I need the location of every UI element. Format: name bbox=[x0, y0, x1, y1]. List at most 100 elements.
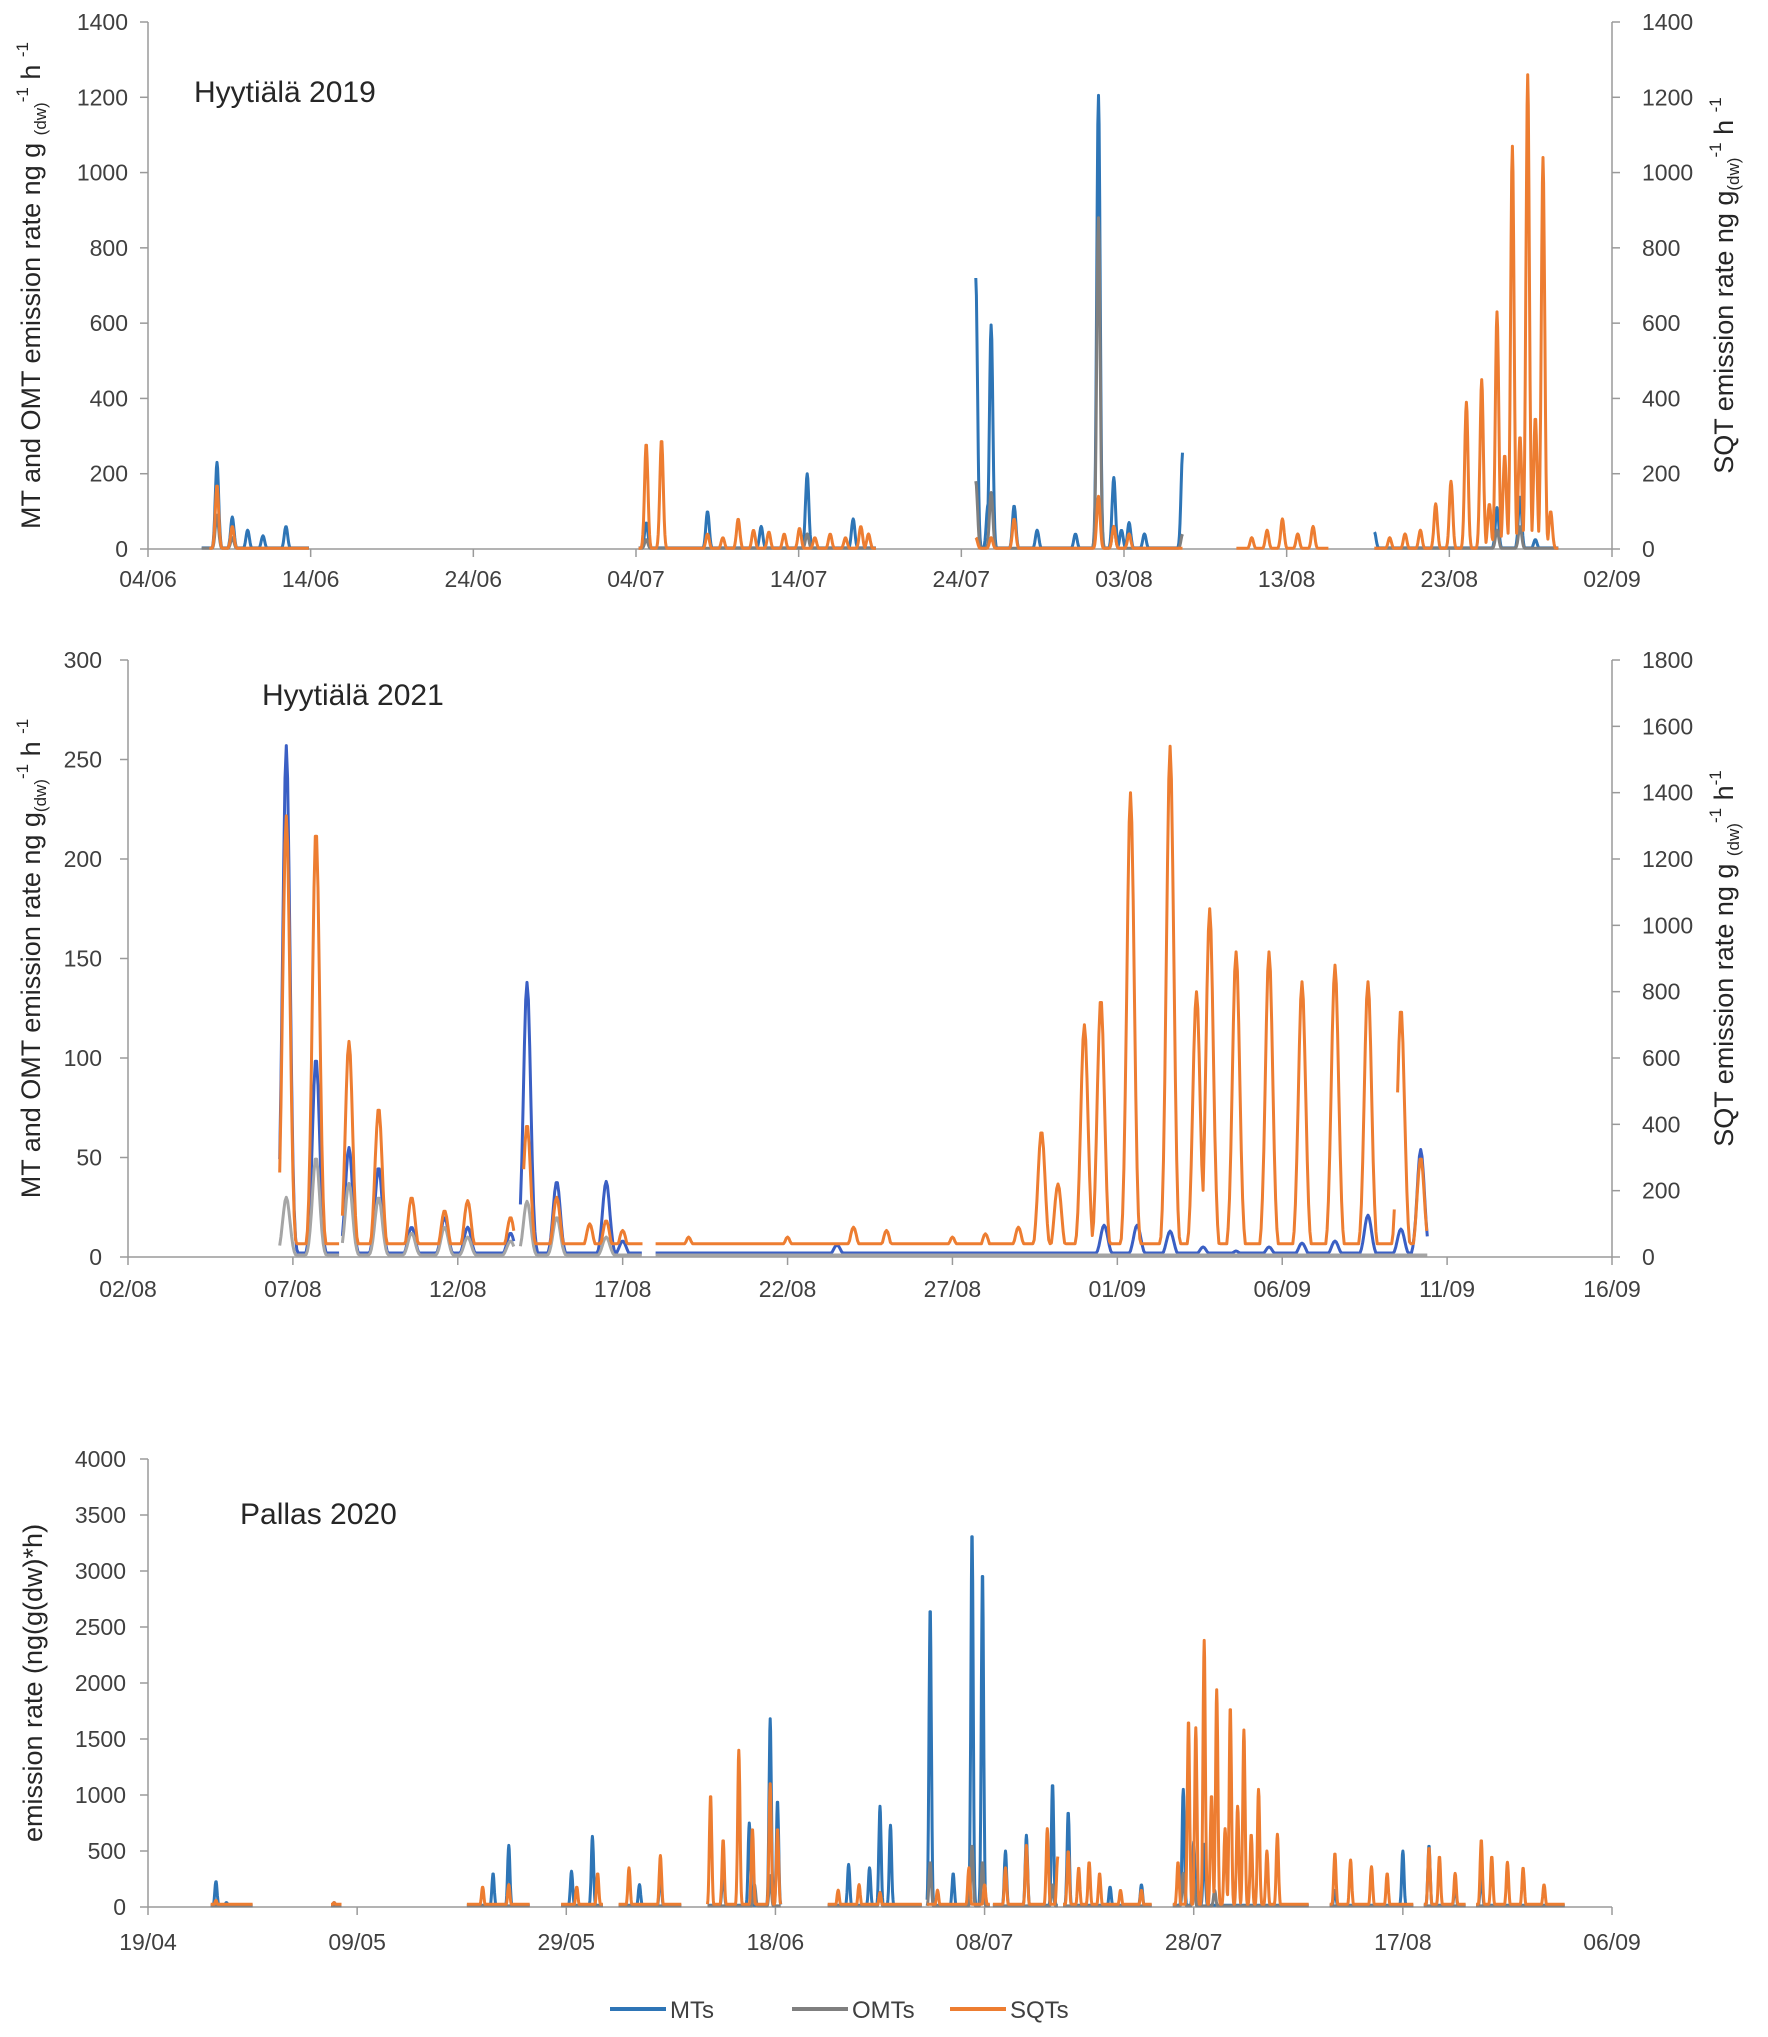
y-tick-label-right: 200 bbox=[1642, 1178, 1680, 1204]
y-axis-label-right: SQT emission rate ng g (dw)-1 h-1 bbox=[1706, 770, 1743, 1146]
series-mts bbox=[278, 744, 1429, 1255]
x-tick-label: 24/07 bbox=[933, 566, 991, 592]
x-tick-label: 23/08 bbox=[1421, 566, 1479, 592]
y-tick-label-left: 1400 bbox=[77, 9, 128, 35]
x-tick-label: 02/09 bbox=[1583, 566, 1641, 592]
series-line-sqts bbox=[637, 440, 877, 550]
series-line-omts bbox=[1171, 1871, 1310, 1908]
series-line-sqts bbox=[340, 1039, 516, 1246]
series-line-omts bbox=[518, 1199, 642, 1257]
series-mts bbox=[200, 93, 1560, 550]
x-tick-label: 18/06 bbox=[747, 1929, 805, 1955]
x-tick-label: 19/04 bbox=[119, 1929, 177, 1955]
x-tick-label: 07/08 bbox=[264, 1276, 322, 1302]
chart-title: Pallas 2020 bbox=[240, 1498, 397, 1531]
series-line-sqts bbox=[826, 1883, 923, 1906]
series-line-sqts bbox=[617, 1854, 683, 1906]
series-line-sqts bbox=[655, 744, 1396, 1246]
x-tick-label: 29/05 bbox=[538, 1929, 596, 1955]
series-line-sqts bbox=[991, 1827, 1060, 1906]
y-tick-label-left: 400 bbox=[90, 385, 128, 411]
y-tick-label-right: 1400 bbox=[1642, 9, 1693, 35]
x-tick-label: 13/08 bbox=[1258, 566, 1316, 592]
series-line-sqts bbox=[1235, 517, 1330, 550]
x-tick-label: 06/09 bbox=[1583, 1929, 1641, 1955]
y-tick-label-left: 100 bbox=[64, 1045, 102, 1071]
x-tick-label: 01/09 bbox=[1089, 1276, 1147, 1302]
panel-1: 0 200 400 600 800 1000 1200 1400 0 200 400 600 800 10… bbox=[13, 9, 1743, 592]
y-axis-label-left: MT and OMT emission rate ng g (dw)-1 h -… bbox=[13, 42, 50, 529]
series-line-omts bbox=[278, 1157, 340, 1257]
y-tick-label-left: 200 bbox=[90, 461, 128, 487]
series-mts bbox=[209, 1535, 1566, 1907]
series-line-sqts bbox=[1328, 1852, 1415, 1906]
y-axis-label-left: MT and OMT emission rate ng g(dw)-1 h -1 bbox=[13, 719, 50, 1199]
y-tick-label-left: 200 bbox=[64, 846, 102, 872]
series-line-sqts bbox=[522, 1125, 643, 1246]
x-tick-label: 14/07 bbox=[770, 566, 828, 592]
y-tick-label-right: 0 bbox=[1642, 536, 1655, 562]
x-tick-label: 14/06 bbox=[282, 566, 340, 592]
series-line-sqts bbox=[1061, 1850, 1153, 1906]
y-tick-label-left: 3500 bbox=[75, 1502, 126, 1528]
x-tick-label: 27/08 bbox=[924, 1276, 982, 1302]
x-tick-label: 11/09 bbox=[1419, 1276, 1475, 1302]
y-tick-label-right: 1600 bbox=[1642, 713, 1693, 739]
y-tick-label-right: 1000 bbox=[1642, 160, 1693, 186]
y-tick-label-right: 1200 bbox=[1642, 84, 1693, 110]
series-line-sqts bbox=[209, 1898, 254, 1906]
y-tick-label-left: 4000 bbox=[75, 1446, 126, 1472]
y-tick-label-right: 1200 bbox=[1642, 846, 1693, 872]
y-tick-label-right: 600 bbox=[1642, 310, 1680, 336]
y-tick-label-left: 800 bbox=[90, 235, 128, 261]
x-tick-label: 22/08 bbox=[759, 1276, 817, 1302]
y-tick-label-right: 0 bbox=[1642, 1244, 1655, 1270]
x-tick-label: 06/09 bbox=[1253, 1276, 1311, 1302]
x-tick-label: 28/07 bbox=[1165, 1929, 1223, 1955]
chart-title: Hyytiälä 2019 bbox=[194, 76, 376, 109]
y-tick-label-left: 300 bbox=[64, 647, 102, 673]
x-tick-label: 09/05 bbox=[328, 1929, 386, 1955]
panel-2: 0 50 100 150 200 250 300 0 200 400 600 800 1000 1200 1… bbox=[13, 647, 1743, 1302]
y-tick-label-left: 2000 bbox=[75, 1670, 126, 1696]
series-line-omts bbox=[974, 216, 1184, 550]
y-tick-label-left: 250 bbox=[64, 747, 102, 773]
y-tick-label-left: 3000 bbox=[75, 1558, 126, 1584]
series-line-omts bbox=[991, 1883, 1059, 1908]
series-line-sqts bbox=[329, 1901, 343, 1906]
y-tick-label-left: 50 bbox=[76, 1145, 102, 1171]
y-tick-label-left: 0 bbox=[113, 1894, 126, 1920]
y-tick-label-right: 1400 bbox=[1642, 780, 1693, 806]
series-line-mts bbox=[465, 1843, 531, 1907]
series-line-mts bbox=[925, 1535, 991, 1907]
series-line-omts bbox=[706, 1874, 782, 1908]
series-line-sqts bbox=[560, 1872, 604, 1906]
x-tick-label: 17/08 bbox=[594, 1276, 652, 1302]
x-tick-label: 17/08 bbox=[1374, 1929, 1432, 1955]
legend-label-omts: OMTs bbox=[852, 1997, 915, 2024]
series-line-mts bbox=[826, 1804, 923, 1907]
y-tick-label-left: 600 bbox=[90, 310, 128, 336]
x-tick-label: 16/09 bbox=[1583, 1276, 1641, 1302]
series-line-sqts bbox=[1422, 1847, 1467, 1906]
y-tick-label-left: 1000 bbox=[75, 1782, 126, 1808]
series-line-mts bbox=[974, 93, 1184, 550]
y-tick-label-right: 1000 bbox=[1642, 912, 1693, 938]
series-line-omts bbox=[1373, 525, 1560, 550]
y-tick-label-right: 800 bbox=[1642, 979, 1680, 1005]
x-tick-label: 24/06 bbox=[445, 566, 503, 592]
series-line-mts bbox=[655, 1148, 1429, 1255]
x-tick-label: 12/08 bbox=[429, 1276, 487, 1302]
y-tick-label-left: 500 bbox=[88, 1838, 126, 1864]
series-line-sqts bbox=[465, 1883, 531, 1906]
x-tick-label: 02/08 bbox=[99, 1276, 157, 1302]
series-line-mts bbox=[340, 1146, 516, 1255]
series-line-mts bbox=[518, 980, 642, 1255]
series-omts bbox=[200, 216, 1560, 550]
series-sqts bbox=[278, 744, 1429, 1246]
series-line-sqts bbox=[974, 494, 1184, 550]
series-line-sqts bbox=[1396, 1010, 1429, 1246]
y-tick-label-right: 200 bbox=[1642, 461, 1680, 487]
series-line-sqts bbox=[706, 1748, 783, 1906]
